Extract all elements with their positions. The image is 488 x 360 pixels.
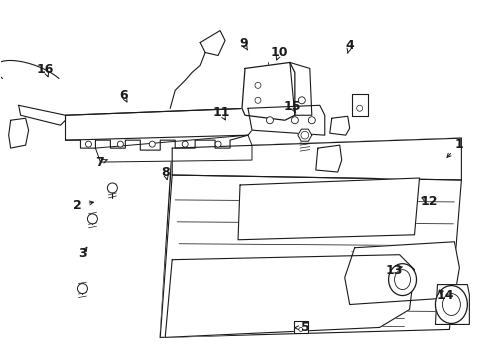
Circle shape [254, 82, 261, 88]
Polygon shape [289, 62, 311, 115]
Text: 13: 13 [385, 264, 403, 277]
Polygon shape [435, 285, 468, 324]
Circle shape [215, 141, 221, 147]
Circle shape [291, 117, 298, 124]
Polygon shape [293, 321, 307, 333]
Circle shape [301, 131, 308, 139]
Circle shape [77, 284, 87, 293]
Polygon shape [172, 138, 461, 180]
Polygon shape [242, 62, 294, 120]
Text: 11: 11 [212, 106, 229, 119]
Text: 2: 2 [73, 199, 82, 212]
Text: 15: 15 [283, 100, 301, 113]
Text: 14: 14 [436, 289, 453, 302]
Text: 3: 3 [78, 247, 87, 260]
Circle shape [87, 214, 97, 224]
Circle shape [254, 97, 261, 103]
Circle shape [182, 141, 188, 147]
Polygon shape [315, 145, 341, 172]
Polygon shape [65, 108, 251, 140]
Text: 16: 16 [37, 63, 54, 76]
Text: 7: 7 [95, 156, 103, 169]
Text: 5: 5 [301, 321, 309, 334]
Polygon shape [165, 255, 414, 337]
Text: 8: 8 [161, 166, 169, 179]
Circle shape [107, 183, 117, 193]
Text: 10: 10 [270, 46, 288, 59]
Circle shape [298, 97, 305, 104]
Polygon shape [238, 178, 419, 240]
Polygon shape [247, 105, 324, 135]
Circle shape [85, 141, 91, 147]
Polygon shape [351, 94, 367, 116]
Circle shape [266, 117, 273, 124]
Text: 12: 12 [419, 195, 437, 208]
Polygon shape [329, 116, 349, 135]
Ellipse shape [394, 270, 410, 289]
Polygon shape [95, 135, 251, 162]
Ellipse shape [435, 285, 467, 323]
Polygon shape [19, 105, 65, 125]
Ellipse shape [442, 293, 459, 315]
Polygon shape [160, 175, 461, 337]
Polygon shape [160, 138, 461, 337]
Text: 1: 1 [454, 138, 463, 150]
Polygon shape [297, 129, 311, 141]
Circle shape [117, 141, 123, 147]
Polygon shape [344, 242, 458, 305]
Text: 4: 4 [345, 39, 353, 52]
Circle shape [298, 328, 302, 332]
Circle shape [149, 141, 155, 147]
Polygon shape [9, 118, 29, 148]
Polygon shape [200, 31, 224, 55]
Ellipse shape [388, 264, 416, 296]
Text: 9: 9 [239, 37, 247, 50]
Circle shape [308, 117, 315, 124]
Circle shape [356, 105, 362, 111]
Text: 6: 6 [119, 89, 128, 102]
